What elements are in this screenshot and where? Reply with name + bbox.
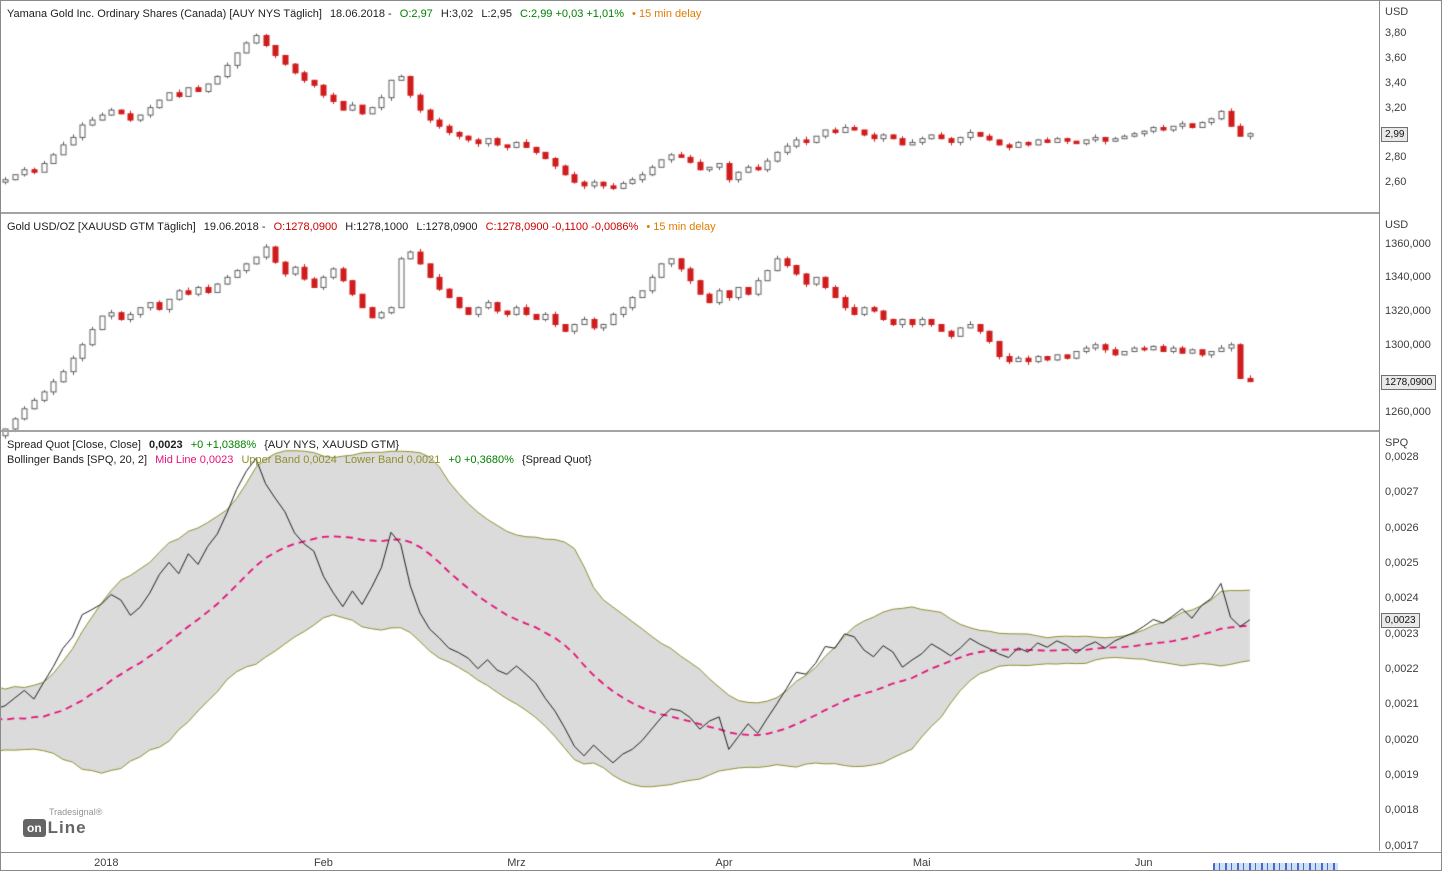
quote-date: 18.06.2018 -	[329, 8, 392, 20]
last-price-box: 2,99	[1381, 126, 1409, 142]
axis-tick-label: 0,0023	[1385, 627, 1419, 640]
month-label: 2018	[94, 857, 119, 869]
price-axis[interactable]: USD 3,80 3,60 3,40 3,20 2,80 2,60 2,99 USD 1360,0…	[1379, 1, 1441, 852]
spread-value: 0,0023	[148, 439, 183, 451]
axis-tick-label: 3,20	[1385, 101, 1407, 114]
bollinger-title: Bollinger Bands [SPQ, 20, 2]	[7, 454, 148, 466]
bollinger-mid-label: Mid Line 0,0023	[155, 454, 234, 466]
spread-change: +0 +1,0388%	[190, 439, 257, 451]
month-label: Jun	[1134, 857, 1153, 869]
axis-tick-label: 1300,000	[1385, 338, 1431, 351]
month-label: Mrz	[507, 857, 526, 869]
bollinger-source: {Spread Quot}	[521, 454, 592, 466]
logo-on-badge: on	[23, 819, 46, 837]
quote-high: H:1278,1000	[345, 221, 409, 233]
tradesignal-logo: Tradesignal® on Line	[23, 807, 102, 838]
axis-tick-label: 2,80	[1385, 151, 1407, 164]
axis-tick-label: 0,0018	[1385, 804, 1419, 817]
tradesignal-online-wordmark: on Line	[23, 818, 102, 838]
delay-notice: • 15 min delay	[632, 8, 702, 20]
axis-tick-label: 1340,000	[1385, 271, 1431, 284]
axis-tick-label: 2,60	[1385, 176, 1407, 189]
quote-low: L:2,95	[481, 8, 512, 20]
panel-separator[interactable]	[1, 430, 1441, 432]
axis-tick-label: 0,0022	[1385, 663, 1419, 676]
axis-tick-label: 3,60	[1385, 51, 1407, 64]
axis-tick-label: 0,0026	[1385, 521, 1419, 534]
axis-tick-label: 0,0024	[1385, 592, 1419, 605]
clipped-blue-artifact	[1213, 863, 1338, 870]
bollinger-upper-label: Upper Band 0,0024	[241, 454, 337, 466]
bollinger-change: +0 +0,3680%	[448, 454, 514, 466]
axis-tick-label: 3,80	[1385, 27, 1407, 40]
axis-tick-label: 3,40	[1385, 76, 1407, 89]
quote-open: O:2,97	[399, 8, 433, 20]
axis-tick-label: 0,0027	[1385, 486, 1419, 499]
axis-tick-label: 1320,000	[1385, 305, 1431, 318]
axis-unit-label: USD	[1385, 219, 1409, 231]
bollinger-lower-label: Lower Band 0,0021	[344, 454, 441, 466]
month-label: Mai	[912, 857, 931, 869]
tradesignal-brand-text: Tradesignal®	[49, 807, 103, 817]
panel-header-spread: Spread Quot [Close, Close] 0,0023 +0 +1,…	[7, 438, 404, 452]
last-price-box: 1278,0900	[1381, 374, 1437, 390]
month-label: Apr	[715, 857, 733, 869]
panel-header-bollinger: Bollinger Bands [SPQ, 20, 2] Mid Line 0,…	[7, 453, 597, 467]
axis-tick-label: 0,0025	[1385, 557, 1419, 570]
axis-tick-label: 1260,000	[1385, 406, 1431, 419]
quote-close: C:1278,0900 -0,1100 -0,0086%	[485, 221, 639, 233]
axis-tick-label: 0,0017	[1385, 839, 1419, 852]
month-label: Feb	[313, 857, 333, 869]
delay-notice: • 15 min delay	[646, 221, 716, 233]
quote-open: O:1278,0900	[273, 221, 338, 233]
axis-tick-label: 0,0028	[1385, 451, 1419, 464]
instrument-title: Yamana Gold Inc. Ordinary Shares (Canada…	[7, 8, 322, 20]
quote-high: H:3,02	[440, 8, 474, 20]
quote-low: L:1278,0900	[416, 221, 478, 233]
panel-header-yamana: Yamana Gold Inc. Ordinary Shares (Canada…	[7, 7, 706, 21]
panel-separator[interactable]	[1, 212, 1441, 214]
last-price-box: 0,0023	[1381, 612, 1420, 628]
panel-header-gold: Gold USD/OZ [XAUUSD GTM Täglich] 19.06.2…	[7, 220, 721, 234]
axis-tick-label: 0,0020	[1385, 733, 1419, 746]
axis-tick-label: 1360,000	[1385, 237, 1431, 250]
quote-date: 19.06.2018 -	[203, 221, 266, 233]
spread-source: {AUY NYS, XAUUSD GTM}	[264, 439, 400, 451]
axis-tick-label: 0,0019	[1385, 769, 1419, 782]
logo-line-text: Line	[47, 818, 87, 837]
axis-unit-label: SPQ	[1385, 437, 1409, 449]
axis-tick-label: 0,0021	[1385, 698, 1419, 711]
axis-unit-label: USD	[1385, 6, 1409, 18]
instrument-title: Gold USD/OZ [XAUUSD GTM Täglich]	[7, 221, 196, 233]
spread-title: Spread Quot [Close, Close]	[7, 439, 141, 451]
quote-close: C:2,99 +0,03 +1,01%	[520, 8, 624, 20]
time-axis[interactable]: 2018 Feb Mrz Apr Mai Jun	[1, 852, 1441, 870]
